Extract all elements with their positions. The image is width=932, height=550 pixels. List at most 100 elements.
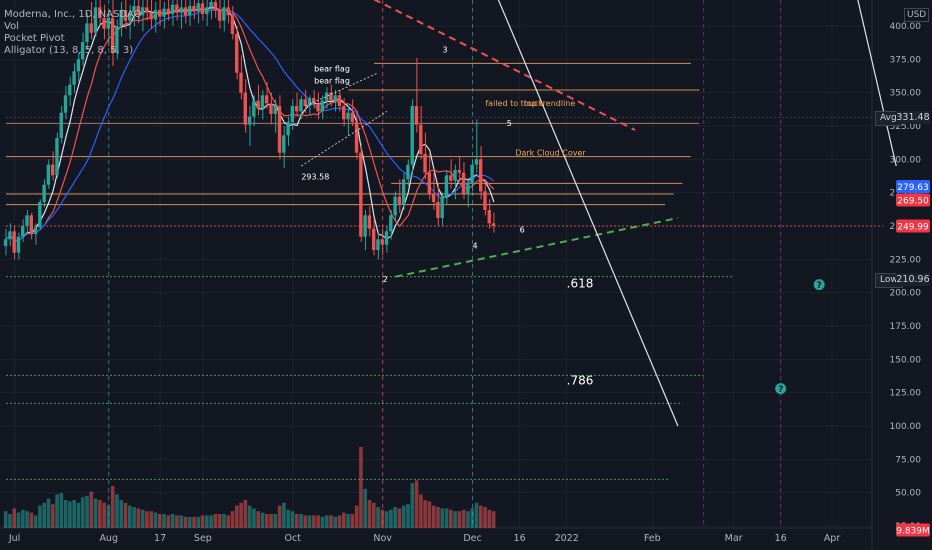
candle-body: [42, 184, 46, 202]
y-tick-label: 300.00: [890, 155, 922, 165]
candle-body: [401, 179, 406, 205]
candle-body: [72, 71, 76, 85]
candle-body: [38, 202, 42, 228]
volume-bar: [179, 515, 183, 528]
volume-bar: [50, 504, 55, 528]
candle-body: [324, 92, 329, 101]
volume-bar: [93, 498, 98, 528]
candle-body: [179, 7, 183, 13]
volume-bar: [80, 497, 85, 528]
candle-body: [423, 154, 427, 173]
candle-body: [393, 196, 397, 216]
volume-bar: [119, 500, 124, 528]
volume-bar: [72, 500, 76, 528]
candle-body: [307, 98, 312, 106]
volume-bar: [410, 483, 415, 528]
chart-annotation: .618: [567, 276, 594, 290]
chart-annotation: 4: [473, 242, 478, 251]
x-tick-label: 2022: [555, 533, 579, 544]
volume-bar: [157, 514, 162, 528]
volume-bar: [474, 502, 479, 528]
volume-bar: [333, 516, 338, 528]
bear-flag-upper: [305, 72, 379, 107]
volume-bar: [38, 505, 42, 528]
volume-bar: [290, 511, 295, 528]
volume-bar: [226, 515, 231, 528]
volume-bar: [76, 502, 81, 528]
volume-bar: [363, 488, 368, 528]
ascending-support-trendline: [395, 217, 679, 278]
volume-bar: [123, 502, 128, 528]
candle-body: [80, 42, 85, 60]
volume-bar: [247, 505, 252, 528]
volume-bar: [470, 508, 475, 528]
candle-body: [419, 124, 423, 154]
volume-bar: [12, 508, 17, 528]
candle-body: [273, 106, 277, 114]
chart-annotation: top trendline: [524, 99, 575, 108]
price-badge-label: 269.50: [897, 197, 929, 207]
right-projection-line: [857, 0, 897, 167]
volume-bar: [235, 505, 239, 528]
candle-body: [483, 191, 487, 210]
x-tick-label: Dec: [463, 533, 481, 544]
candle-body: [294, 106, 299, 112]
volume-bar: [487, 509, 492, 528]
candle-body: [380, 239, 384, 245]
volume-bar: [106, 505, 111, 528]
volume-bar: [449, 509, 453, 528]
volume-bar: [68, 501, 72, 528]
candle-body: [209, 2, 213, 8]
volume-bar: [196, 516, 201, 528]
volume-bar: [136, 508, 141, 528]
candle-body: [46, 164, 51, 185]
x-tick-label: Sep: [194, 533, 212, 544]
candle-body: [247, 116, 252, 125]
candle-body: [406, 164, 410, 180]
volume-bar: [128, 505, 132, 528]
candle-body: [85, 23, 89, 42]
volume-bar: [303, 515, 308, 528]
avg-tag: Avg: [875, 111, 902, 126]
candle-body: [89, 23, 93, 33]
candle-body: [342, 106, 346, 120]
volume-bar: [342, 512, 346, 528]
help-marker-glyph: ?: [817, 281, 822, 291]
volume-bar: [329, 515, 333, 528]
volume-bar: [401, 505, 406, 528]
candle-body: [149, 12, 153, 20]
y-tick-label: 200.00: [890, 289, 922, 299]
x-tick-label: 16: [775, 533, 787, 544]
x-tick-label: Feb: [644, 533, 661, 544]
candle-body: [333, 95, 337, 101]
candle-body: [371, 228, 376, 250]
volume-bar: [376, 507, 380, 528]
chart-annotation: bear flag: [314, 76, 350, 85]
candle-body: [312, 98, 316, 104]
candle-body: [474, 159, 479, 165]
volume-bar: [431, 505, 436, 528]
volume-bar: [294, 514, 299, 528]
y-tick-label: 350.00: [890, 89, 922, 99]
candle-body: [316, 103, 320, 112]
volume-bar: [42, 502, 47, 528]
y-tick-label: 100.00: [890, 422, 922, 432]
x-tick-label: Apr: [824, 533, 841, 544]
candle-body: [410, 106, 414, 165]
candle-body: [76, 59, 81, 72]
x-tick-label: Jul: [8, 533, 20, 544]
price-badge-label: 249.99: [897, 223, 929, 233]
candle-body: [162, 8, 166, 17]
volume-bar: [132, 507, 136, 528]
candle-body: [286, 122, 290, 136]
volume-bar: [444, 508, 449, 528]
volume-bar: [115, 494, 119, 528]
candle-body: [157, 10, 162, 17]
candle-body: [427, 172, 432, 194]
candle-body: [25, 215, 29, 226]
help-marker-icon: [775, 383, 787, 395]
candle-body: [277, 106, 282, 153]
candle-body: [444, 175, 449, 197]
